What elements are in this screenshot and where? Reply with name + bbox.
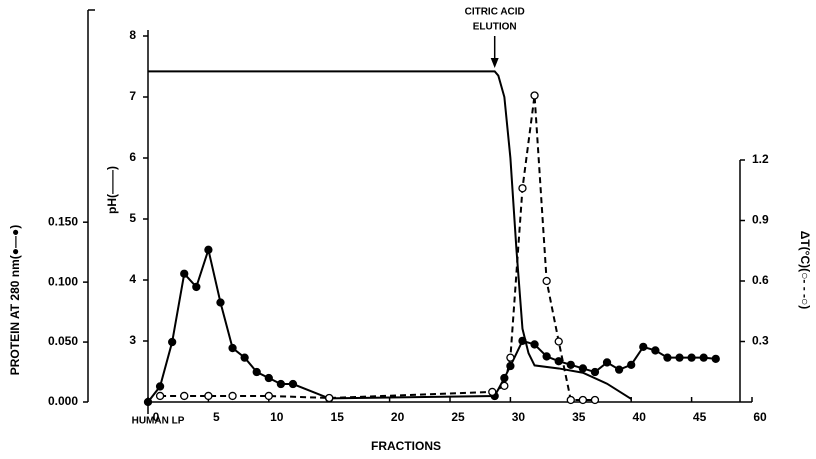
ph-axis-label: pH(——) — [105, 166, 119, 214]
series-line — [160, 95, 595, 401]
data-point — [240, 353, 249, 362]
annotation: HUMAN LP — [132, 416, 185, 427]
y-tick-label: 0.000 — [48, 394, 78, 408]
data-point — [168, 337, 177, 347]
y-tick-label: 0.050 — [48, 334, 78, 348]
data-point — [711, 354, 720, 363]
data-point — [155, 382, 165, 391]
x-tick-label: 35 — [572, 410, 586, 424]
x-tick-label: 20 — [391, 410, 405, 424]
y3-tick-label: 8 — [129, 28, 136, 42]
data-point — [542, 352, 551, 361]
data-point — [228, 391, 237, 401]
data-point — [204, 245, 213, 254]
data-point — [602, 358, 612, 367]
data-point — [325, 393, 334, 403]
series-line — [148, 70, 632, 400]
x-tick-label: 60 — [753, 410, 767, 424]
data-point — [204, 391, 213, 401]
data-point — [590, 395, 600, 405]
x-tick-label: 10 — [270, 410, 284, 424]
data-point — [675, 353, 684, 362]
data-point — [500, 381, 509, 391]
data-point — [566, 395, 575, 405]
series-line — [147, 246, 716, 403]
x-tick-label: 5 — [213, 410, 220, 424]
data-point — [216, 298, 225, 307]
data-point — [578, 395, 588, 405]
x-tick-label: 40 — [633, 410, 647, 424]
data-point — [264, 391, 273, 401]
data-point — [180, 269, 189, 278]
x-tick-label: 30 — [512, 410, 526, 424]
data-point — [192, 282, 201, 292]
y3-tick-label: 4 — [129, 272, 136, 286]
data-point — [566, 360, 575, 369]
data-point — [518, 184, 527, 193]
data-point — [252, 367, 261, 377]
data-point — [264, 373, 273, 383]
y3-tick-label: 5 — [129, 211, 136, 225]
data-point — [488, 387, 497, 397]
y2-tick-label: 0.9 — [752, 213, 769, 227]
y-axis-label: PROTEIN AT 280 nm(●—●) — [8, 225, 22, 376]
data-point — [228, 343, 237, 353]
data-point — [554, 357, 563, 366]
y3-tick-label: 3 — [129, 333, 136, 347]
y2-tick-label: 1.2 — [752, 152, 769, 166]
y3-tick-label: 7 — [129, 89, 136, 103]
x-tick-label: 45 — [693, 410, 707, 424]
y2-axis-label: ΔT(°C)(○- - -○) — [798, 231, 812, 310]
y2-tick-label: 0.3 — [752, 334, 769, 348]
y-tick-label: 0.150 — [48, 214, 78, 228]
data-point — [180, 391, 189, 401]
data-point — [276, 379, 286, 389]
y2-tick-label: 0.6 — [752, 273, 769, 287]
data-point — [530, 91, 539, 100]
data-point — [143, 397, 153, 407]
x-axis-label: FRACTIONS — [371, 439, 441, 453]
x-tick-label: 25 — [451, 410, 465, 424]
data-point — [590, 367, 600, 377]
x-tick-label: 15 — [331, 410, 345, 424]
data-point — [554, 337, 563, 346]
data-point — [542, 276, 551, 286]
data-point — [530, 340, 539, 349]
y3-tick-label: 6 — [129, 150, 136, 164]
data-point — [506, 353, 515, 362]
x-tick-label: 0 — [153, 410, 160, 424]
data-point — [663, 353, 672, 362]
data-point — [687, 353, 696, 362]
data-point — [288, 379, 298, 389]
y-tick-label: 0.100 — [48, 274, 78, 288]
data-point — [614, 365, 624, 374]
annotation: CITRIC ACID — [465, 7, 525, 18]
annotation-arrowhead — [490, 58, 499, 68]
data-point — [155, 391, 165, 401]
data-point — [639, 342, 648, 352]
annotation: ELUTION — [473, 22, 517, 33]
data-point — [699, 353, 708, 362]
data-point — [627, 360, 636, 369]
data-point — [578, 364, 588, 373]
data-point — [651, 346, 660, 355]
